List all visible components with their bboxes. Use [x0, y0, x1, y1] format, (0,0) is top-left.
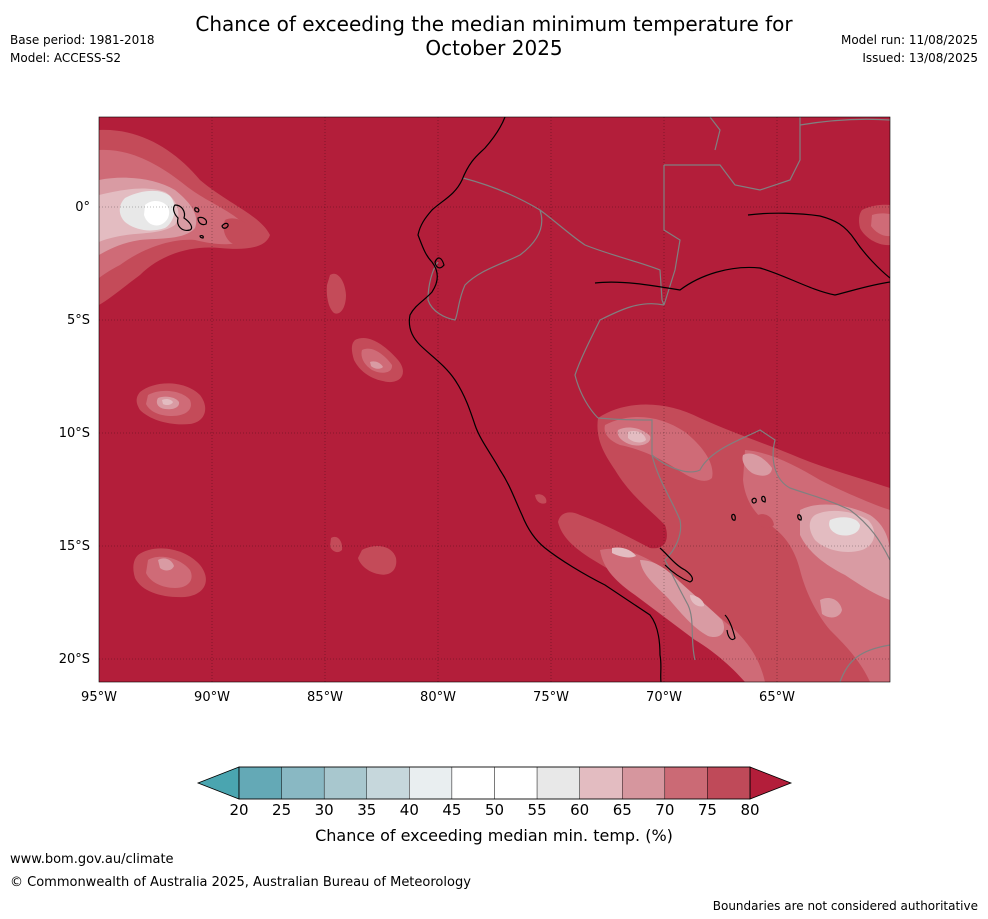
contour-blobs: [133, 204, 890, 598]
colorbar: [196, 766, 793, 800]
colorbar-low-arrow: [196, 766, 240, 800]
map-frame: [98, 116, 891, 683]
colorbar-tick-label: 35: [357, 801, 377, 819]
colorbar-tick-label: 60: [570, 801, 590, 819]
meta-left: Base period: 1981-2018 Model: ACCESS-S2: [10, 31, 155, 67]
colorbar-tick-label: 75: [697, 801, 717, 819]
colorbar-segment: [281, 766, 325, 800]
contour-southeast: [558, 404, 890, 682]
colorbar-segments: [238, 766, 751, 800]
colorbar-tick-label: 25: [272, 801, 292, 819]
model-name: Model: ACCESS-S2: [10, 51, 122, 65]
colorbar-segment: [536, 766, 580, 800]
issued-date: Issued: 13/08/2025: [862, 51, 978, 65]
map-area: [99, 117, 890, 682]
base-period: Base period: 1981-2018: [10, 33, 155, 47]
coastlines: [172, 117, 890, 682]
colorbar-segment: [622, 766, 666, 800]
lat-label: 5°S: [67, 313, 90, 328]
lat-label: 20°S: [59, 652, 90, 667]
graticule: [99, 117, 890, 682]
lon-label: 70°W: [646, 690, 682, 705]
colorbar-frame: [238, 766, 751, 800]
footer-copyright: © Commonwealth of Australia 2025, Austra…: [10, 875, 471, 890]
colorbar-tick-label: 20: [229, 801, 249, 819]
colorbar-tick-label: 30: [314, 801, 334, 819]
lon-label: 95°W: [81, 690, 117, 705]
title-line-2: October 2025: [425, 36, 563, 60]
lon-label: 65°W: [759, 690, 795, 705]
colorbar-segment: [579, 766, 623, 800]
lon-label: 75°W: [533, 690, 569, 705]
colorbar-segment: [494, 766, 538, 800]
meta-right: Model run: 11/08/2025 Issued: 13/08/2025: [841, 31, 978, 67]
colorbar-segment: [238, 766, 282, 800]
colorbar-tick-label: 70: [655, 801, 675, 819]
lon-label: 80°W: [420, 690, 456, 705]
lon-label: 90°W: [194, 690, 230, 705]
colorbar-tick-label: 55: [527, 801, 547, 819]
colorbar-segment: [366, 766, 410, 800]
colorbar-tick-label: 65: [612, 801, 632, 819]
colorbar-tick-label: 45: [442, 801, 462, 819]
country-borders: [427, 117, 890, 682]
lat-label: 0°: [75, 200, 90, 215]
title-line-1: Chance of exceeding the median minimum t…: [195, 12, 793, 36]
colorbar-segment: [451, 766, 495, 800]
lon-labels: 95°W 90°W 85°W 80°W 75°W 70°W 65°W: [81, 690, 795, 705]
colorbar-tick-label: 50: [484, 801, 505, 819]
colorbar-segment: [409, 766, 453, 800]
footer-disclaimer: Boundaries are not considered authoritat…: [712, 899, 978, 913]
lat-labels: 0° 5°S 10°S 15°S 20°S: [59, 200, 90, 667]
lat-label: 15°S: [59, 539, 90, 554]
colorbar-label: Chance of exceeding median min. temp. (%…: [315, 826, 673, 845]
footer-url[interactable]: www.bom.gov.au/climate: [10, 852, 174, 867]
colorbar-tick-label: 40: [399, 801, 419, 819]
colorbar-segment: [664, 766, 708, 800]
colorbar-high-arrow: [749, 766, 793, 800]
colorbar-tick-label: 80: [740, 801, 760, 819]
colorbar-segment: [707, 766, 751, 800]
colorbar-segment: [323, 766, 367, 800]
lon-label: 85°W: [307, 690, 343, 705]
map-title: Chance of exceeding the median minimum t…: [0, 12, 988, 60]
model-run: Model run: 11/08/2025: [840, 33, 978, 47]
lat-label: 10°S: [59, 426, 90, 441]
